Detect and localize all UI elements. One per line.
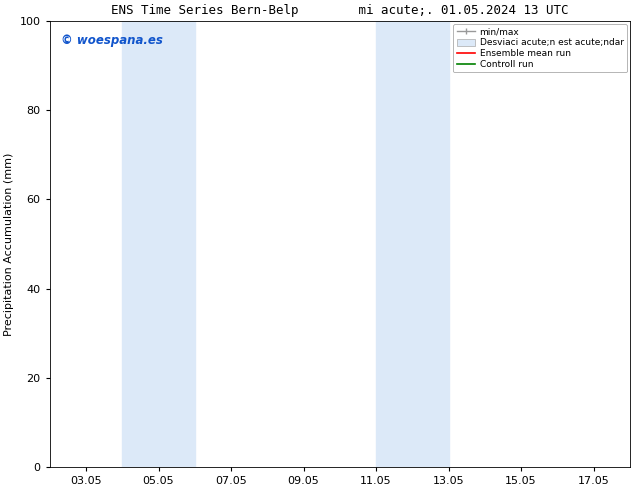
Bar [122,21,195,467]
Text: © woespana.es: © woespana.es [61,34,163,48]
Legend: min/max, Desviaci acute;n est acute;ndar, Ensemble mean run, Controll run: min/max, Desviaci acute;n est acute;ndar… [453,24,627,73]
Y-axis label: Precipitation Accumulation (mm): Precipitation Accumulation (mm) [4,152,14,336]
Bar [376,21,449,467]
Title: ENS Time Series Bern-Belp        mi acute;. 01.05.2024 13 UTC: ENS Time Series Bern-Belp mi acute;. 01.… [111,4,569,17]
